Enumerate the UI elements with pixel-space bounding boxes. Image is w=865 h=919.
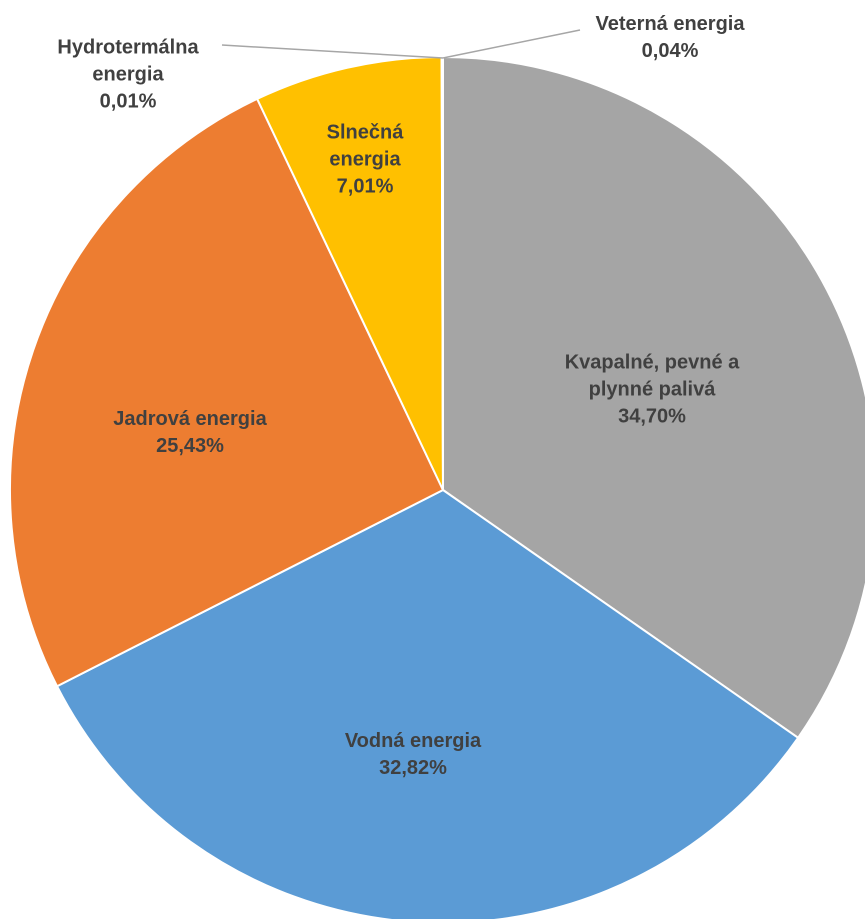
pie-slice <box>440 55 444 491</box>
data-label: Vodná energia 32,82% <box>313 728 513 782</box>
pie-slice <box>442 55 865 740</box>
category-label: Jadrová energia <box>113 408 267 430</box>
category-label: Vodná energia <box>344 730 482 752</box>
data-label: Slnečná energia 7,01% <box>310 120 420 201</box>
pie-slice <box>9 97 445 688</box>
data-label: Kvapalné, pevné a plynné palivá 34,70% <box>552 350 752 431</box>
category-label: Veterná energia <box>595 13 745 35</box>
data-label: Jadrová energia 25,43% <box>90 406 290 460</box>
data-label: Veterná energia 0,04% <box>570 11 770 65</box>
value-label: 32,82% <box>379 757 447 779</box>
data-label: Hydrotermálna energia 0,01% <box>28 35 228 116</box>
value-label: 7,01% <box>336 175 394 198</box>
category-label: Kvapalné, pevné a plynné palivá <box>564 351 740 401</box>
pie-slice <box>55 488 800 919</box>
value-label: 0,04% <box>641 40 699 62</box>
category-label: Hydrotermálna energia <box>57 36 199 86</box>
value-label: 25,43% <box>156 435 224 457</box>
leader-line <box>221 44 444 59</box>
leader-line <box>442 29 581 59</box>
value-label: 34,70% <box>618 405 686 428</box>
value-label: 0,01% <box>99 90 157 113</box>
category-label: Slnečná energia <box>326 121 404 171</box>
